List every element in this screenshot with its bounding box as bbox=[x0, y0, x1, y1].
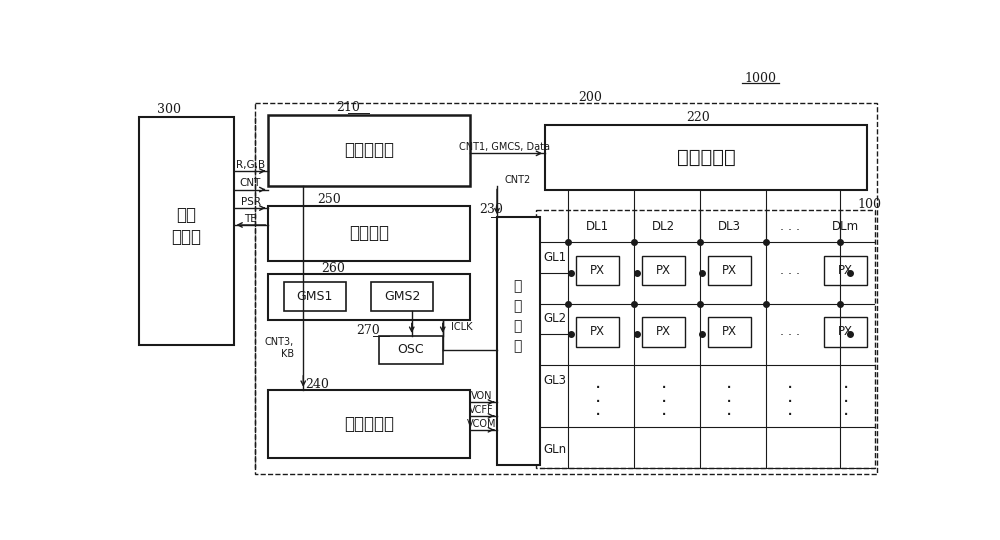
Text: 器: 器 bbox=[514, 340, 522, 354]
Bar bbox=[708, 256, 751, 285]
Text: 主机: 主机 bbox=[176, 206, 196, 224]
Text: OSC: OSC bbox=[398, 343, 424, 356]
Text: ·: · bbox=[595, 379, 601, 397]
Text: PX: PX bbox=[590, 264, 605, 277]
Bar bbox=[642, 318, 685, 347]
Text: ·: · bbox=[787, 393, 793, 411]
Text: CNT2: CNT2 bbox=[505, 176, 531, 185]
Text: 210: 210 bbox=[336, 102, 360, 114]
Text: DL3: DL3 bbox=[718, 220, 741, 233]
Text: GMS2: GMS2 bbox=[384, 290, 421, 303]
Bar bbox=[642, 256, 685, 285]
Text: PX: PX bbox=[838, 326, 853, 339]
Text: 100: 100 bbox=[857, 198, 881, 212]
Text: 230: 230 bbox=[479, 203, 503, 216]
Text: 1000: 1000 bbox=[744, 72, 776, 85]
Text: PX: PX bbox=[838, 264, 853, 277]
Bar bbox=[379, 336, 443, 363]
Bar bbox=[139, 117, 234, 345]
Text: 数据驱动器: 数据驱动器 bbox=[677, 148, 736, 167]
Text: GLn: GLn bbox=[544, 443, 567, 456]
Text: PX: PX bbox=[656, 264, 671, 277]
Bar bbox=[536, 210, 875, 468]
Bar bbox=[545, 125, 867, 190]
Bar bbox=[268, 274, 470, 320]
Bar bbox=[268, 206, 470, 261]
Text: GL1: GL1 bbox=[544, 251, 567, 264]
Text: ·: · bbox=[595, 393, 601, 411]
Text: 帧存储器: 帧存储器 bbox=[349, 225, 389, 242]
Text: 240: 240 bbox=[305, 378, 329, 391]
Text: PX: PX bbox=[590, 326, 605, 339]
Text: ·: · bbox=[726, 407, 733, 426]
Text: 260: 260 bbox=[321, 262, 345, 275]
Text: ·: · bbox=[726, 393, 733, 411]
Text: ICLK: ICLK bbox=[450, 322, 472, 332]
Text: R,G,B: R,G,B bbox=[236, 160, 265, 170]
Text: ·: · bbox=[843, 407, 849, 426]
Text: CNT: CNT bbox=[240, 178, 261, 188]
Text: 栅: 栅 bbox=[514, 280, 522, 294]
Text: PSR: PSR bbox=[241, 197, 261, 207]
Text: ·: · bbox=[787, 379, 793, 397]
Text: ·: · bbox=[726, 379, 733, 397]
Text: GMS1: GMS1 bbox=[297, 290, 333, 303]
Bar bbox=[708, 318, 751, 347]
Text: 270: 270 bbox=[356, 324, 379, 337]
Text: 时序控制器: 时序控制器 bbox=[344, 141, 394, 159]
Text: VON: VON bbox=[471, 391, 492, 401]
Text: ·: · bbox=[843, 393, 849, 411]
Text: ·: · bbox=[660, 379, 667, 397]
Text: 电压发生器: 电压发生器 bbox=[344, 415, 394, 433]
Bar bbox=[497, 217, 540, 465]
Text: . . .: . . . bbox=[780, 220, 800, 233]
Bar bbox=[255, 103, 877, 475]
Text: ·: · bbox=[843, 379, 849, 397]
Text: PX: PX bbox=[656, 326, 671, 339]
Text: DL1: DL1 bbox=[586, 220, 609, 233]
Bar bbox=[284, 282, 346, 311]
Text: 220: 220 bbox=[687, 111, 710, 124]
Text: VCFF: VCFF bbox=[469, 405, 494, 415]
Text: 驱: 驱 bbox=[514, 300, 522, 314]
Text: GL3: GL3 bbox=[544, 374, 567, 387]
Bar bbox=[824, 256, 867, 285]
Text: ·: · bbox=[595, 407, 601, 426]
Text: 动: 动 bbox=[514, 320, 522, 334]
Text: ·: · bbox=[787, 407, 793, 426]
Text: 250: 250 bbox=[317, 193, 341, 206]
Text: DLm: DLm bbox=[832, 220, 859, 233]
Text: ·: · bbox=[660, 407, 667, 426]
Text: PX: PX bbox=[722, 264, 737, 277]
Text: CNT1, GMCS, Data: CNT1, GMCS, Data bbox=[459, 142, 550, 152]
Text: VCOM: VCOM bbox=[467, 418, 496, 429]
Text: 200: 200 bbox=[578, 91, 602, 104]
Text: GL2: GL2 bbox=[544, 313, 567, 326]
Bar bbox=[268, 115, 470, 186]
Text: 控制器: 控制器 bbox=[171, 227, 201, 246]
Text: 300: 300 bbox=[157, 103, 181, 116]
Text: ·: · bbox=[660, 393, 667, 411]
Text: . . .: . . . bbox=[780, 264, 800, 277]
Text: CNT3,: CNT3, bbox=[265, 337, 294, 347]
Bar bbox=[576, 318, 619, 347]
Text: KB: KB bbox=[281, 349, 294, 359]
Bar bbox=[268, 390, 470, 457]
Text: PX: PX bbox=[722, 326, 737, 339]
Bar bbox=[576, 256, 619, 285]
Text: . . .: . . . bbox=[780, 326, 800, 339]
Text: DL2: DL2 bbox=[652, 220, 675, 233]
Bar bbox=[824, 318, 867, 347]
Text: TE: TE bbox=[244, 214, 257, 224]
Bar bbox=[371, 282, 433, 311]
